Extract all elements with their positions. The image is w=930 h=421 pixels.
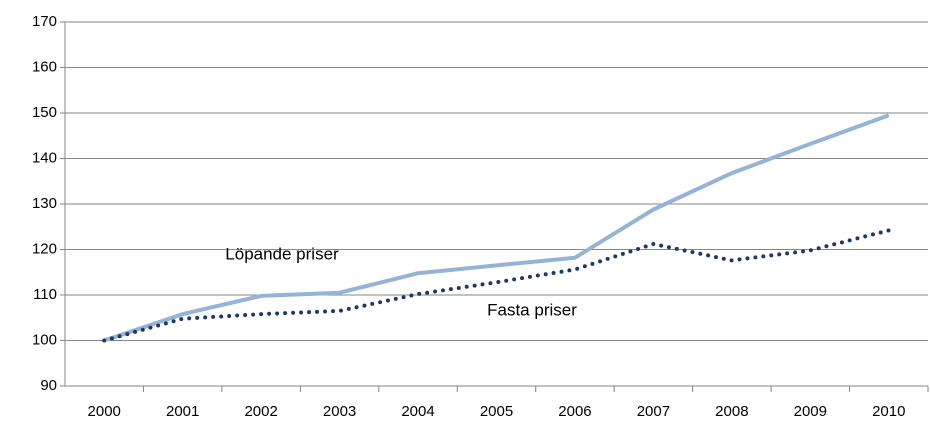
x-tick-label: 2008 [715,403,748,420]
x-tick-label: 2007 [637,403,670,420]
x-tick-label: 2001 [166,403,199,420]
y-tick-label: 170 [32,13,57,30]
x-tick-label: 2009 [794,403,827,420]
series-label: Löpande priser [225,244,339,263]
x-tick-label: 2003 [323,403,356,420]
series-label: Fasta priser [487,300,577,319]
x-tick-label: 2005 [480,403,513,420]
y-tick-label: 100 [32,331,57,348]
x-tick-label: 2004 [401,403,434,420]
y-tick-label: 150 [32,104,57,121]
series-line [103,113,890,343]
y-tick-label: 110 [33,286,57,303]
x-tick-label: 2010 [872,403,905,420]
x-tick-label: 2002 [244,403,277,420]
y-tick-label: 120 [32,240,57,257]
x-tick-label: 2000 [88,403,121,420]
y-tick-label: 140 [32,149,57,166]
x-tick-label: 2006 [558,403,591,420]
y-tick-label: 90 [40,377,57,394]
y-tick-label: 130 [32,195,57,212]
y-tick-label: 160 [32,58,57,75]
series-line [102,228,891,343]
